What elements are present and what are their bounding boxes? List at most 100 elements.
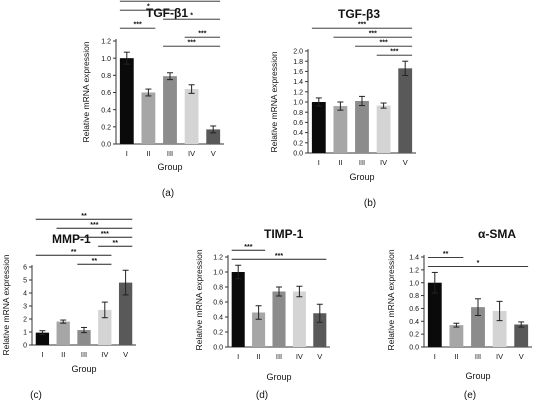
y-tick-label: 2.0 xyxy=(293,49,303,56)
x-tick-label: III xyxy=(359,158,365,167)
panel-caption: (d) xyxy=(256,390,268,401)
x-tick-label: I xyxy=(434,352,436,361)
x-axis-label: Group xyxy=(465,371,490,381)
y-tick-label: 3 xyxy=(23,304,27,311)
bar-IV xyxy=(98,309,112,345)
bar-III xyxy=(355,100,369,153)
significance-label: *** xyxy=(358,22,366,29)
bar-I xyxy=(311,102,326,153)
bar-II xyxy=(449,325,464,347)
y-tick-label: 0 xyxy=(23,343,27,350)
significance-label: *** xyxy=(101,231,109,238)
bar-V xyxy=(514,324,529,347)
significance-label: * xyxy=(147,4,150,11)
x-tick-label: I xyxy=(237,352,239,361)
x-tick-label: IV xyxy=(296,352,303,361)
y-tick-label: 1.2 xyxy=(101,39,111,46)
chart-title: α-SMA xyxy=(478,227,516,241)
y-axis-label: Relative mRNA expression xyxy=(194,249,204,350)
y-tick-label: 0.4 xyxy=(409,319,419,326)
y-tick-label: 0.4 xyxy=(213,315,223,322)
significance-label: ** xyxy=(443,251,449,258)
bar-IV xyxy=(492,311,507,347)
panel-caption: (e) xyxy=(464,390,476,401)
chart-title: TIMP-1 xyxy=(264,227,304,241)
bar-II xyxy=(252,312,266,347)
significance-label: *** xyxy=(244,244,252,251)
panel-a: TGF-β1 Relative mRNA expression 0.0 0.2 0.4 0… xyxy=(81,0,224,199)
y-tick-label: 1.2 xyxy=(409,267,419,274)
x-tick-label: IV xyxy=(380,158,387,167)
x-tick-label: V xyxy=(519,352,524,361)
y-tick-label: 0.4 xyxy=(293,130,303,137)
y-tick-label: 0.0 xyxy=(213,345,223,352)
bar-II xyxy=(141,92,156,144)
y-tick-label: 0.8 xyxy=(101,73,111,80)
y-tick-label: 1.4 xyxy=(409,255,419,262)
y-tick-label: 6 xyxy=(23,265,27,272)
panel-b: TGF-β3 Relative mRNA expression 0.0 0.2 0.4 0… xyxy=(269,7,416,209)
y-tick-label: 1.8 xyxy=(293,59,303,66)
y-tick-label: 1.0 xyxy=(409,280,419,287)
y-tick-label: 0.0 xyxy=(409,345,419,352)
significance-label: ** xyxy=(92,258,98,265)
y-tick-label: 0.6 xyxy=(409,306,419,313)
y-tick-label: 2 xyxy=(23,317,27,324)
bar-I xyxy=(231,272,245,347)
x-tick-label: V xyxy=(317,352,322,361)
y-tick-label: 1.0 xyxy=(293,100,303,107)
panel-caption: (a) xyxy=(162,188,174,199)
bar-I xyxy=(35,332,50,345)
y-tick-label: 1.2 xyxy=(293,89,303,96)
bar-IV xyxy=(292,291,306,347)
x-tick-label: II xyxy=(257,352,261,361)
x-tick-label: IV xyxy=(496,352,503,361)
panel-e: α-SMA Relative mRNA expression 0.0 0.2 0.4 0.… xyxy=(386,227,532,401)
panel-caption: (b) xyxy=(364,198,376,209)
x-tick-label: II xyxy=(338,158,342,167)
bar-I xyxy=(427,282,442,347)
significance-label: *** xyxy=(90,222,98,229)
bar-III xyxy=(77,330,91,345)
bar-II xyxy=(333,106,348,153)
bar-III xyxy=(471,307,485,347)
significance-label: * xyxy=(477,260,480,267)
y-tick-label: 1.4 xyxy=(293,79,303,86)
x-tick-label: V xyxy=(123,350,128,359)
x-tick-label: V xyxy=(403,158,408,167)
bar-III xyxy=(163,76,177,144)
significance-label: *** xyxy=(134,22,142,29)
x-tick-label: I xyxy=(41,350,43,359)
x-tick-label: I xyxy=(318,158,320,167)
y-tick-label: 1.0 xyxy=(213,270,223,277)
bar-V xyxy=(313,313,327,347)
x-tick-label: II xyxy=(146,149,150,158)
bar-V xyxy=(118,282,133,345)
y-tick-label: 0.6 xyxy=(101,90,111,97)
y-tick-label: 1 xyxy=(23,330,27,337)
x-axis-label: Group xyxy=(266,372,291,382)
x-tick-label: IV xyxy=(101,350,108,359)
y-axis-label: Relative mRNA expression xyxy=(81,41,91,142)
significance-label: *** xyxy=(275,253,283,260)
bar-III xyxy=(272,291,286,347)
chart-title: MMP-1 xyxy=(52,232,91,246)
x-axis-label: Group xyxy=(349,172,374,182)
x-axis-label: Group xyxy=(71,364,96,374)
bar-IV xyxy=(184,89,199,144)
panel-caption: (c) xyxy=(30,390,42,401)
bar-V xyxy=(398,68,413,153)
y-tick-label: 1.6 xyxy=(293,69,303,76)
x-tick-label: III xyxy=(276,352,282,361)
y-tick-label: 0.0 xyxy=(293,151,303,158)
x-tick-label: III xyxy=(167,149,173,158)
y-tick-label: 0.2 xyxy=(101,124,111,131)
x-tick-label: III xyxy=(81,350,87,359)
x-tick-label: II xyxy=(454,352,458,361)
y-tick-label: 0.6 xyxy=(293,120,303,127)
y-tick-label: 1.0 xyxy=(101,56,111,63)
significance-label: ** xyxy=(71,249,77,256)
y-tick-label: 0.6 xyxy=(213,300,223,307)
